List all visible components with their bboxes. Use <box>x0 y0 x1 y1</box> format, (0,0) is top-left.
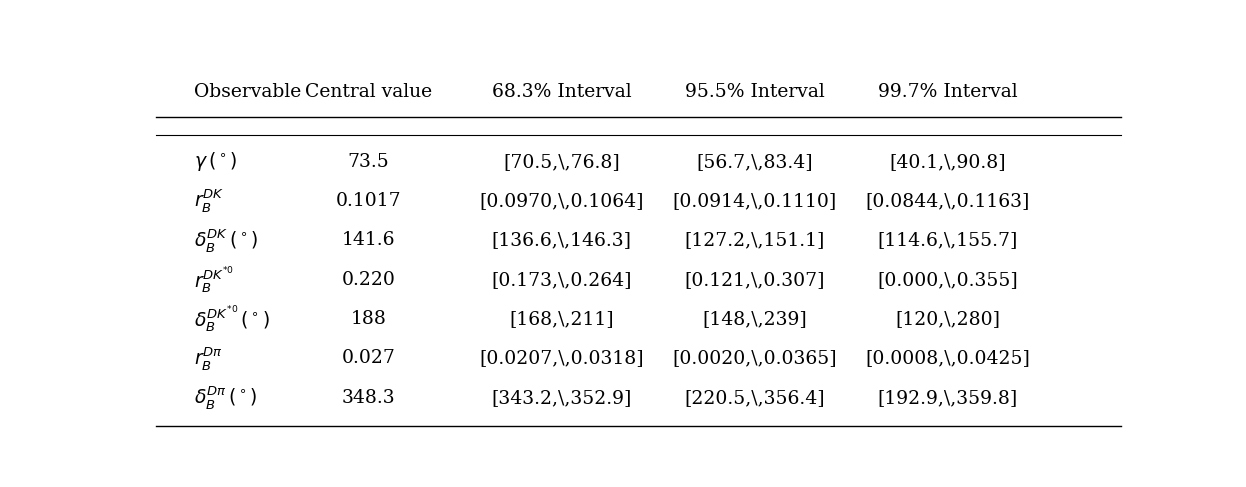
Text: $\delta_B^{D\pi}\,(^\circ)$: $\delta_B^{D\pi}\,(^\circ)$ <box>194 384 258 412</box>
Text: [168,\,211]: [168,\,211] <box>510 310 613 328</box>
Text: [148,\,239]: [148,\,239] <box>701 310 807 328</box>
Text: 99.7% Interval: 99.7% Interval <box>877 83 1018 101</box>
Text: [70.5,\,76.8]: [70.5,\,76.8] <box>503 152 619 170</box>
Text: [0.0008,\,0.0425]: [0.0008,\,0.0425] <box>865 350 1030 367</box>
Text: [0.000,\,0.355]: [0.000,\,0.355] <box>877 271 1018 289</box>
Text: [0.173,\,0.264]: [0.173,\,0.264] <box>491 271 632 289</box>
Text: [220.5,\,356.4]: [220.5,\,356.4] <box>684 389 825 407</box>
Text: Central value: Central value <box>304 83 432 101</box>
Text: [127.2,\,151.1]: [127.2,\,151.1] <box>684 231 825 249</box>
Text: 0.027: 0.027 <box>341 350 395 367</box>
Text: 141.6: 141.6 <box>341 231 395 249</box>
Text: $\gamma\,(^\circ)$: $\gamma\,(^\circ)$ <box>194 150 238 173</box>
Text: 188: 188 <box>350 310 386 328</box>
Text: [40.1,\,90.8]: [40.1,\,90.8] <box>890 152 1006 170</box>
Text: 95.5% Interval: 95.5% Interval <box>684 83 825 101</box>
Text: [0.0020,\,0.0365]: [0.0020,\,0.0365] <box>672 350 837 367</box>
Text: Observable: Observable <box>194 83 302 101</box>
Text: [136.6,\,146.3]: [136.6,\,146.3] <box>491 231 632 249</box>
Text: $r_B^{D\pi}$: $r_B^{D\pi}$ <box>194 345 223 372</box>
Text: 68.3% Interval: 68.3% Interval <box>491 83 632 101</box>
Text: [0.121,\,0.307]: [0.121,\,0.307] <box>684 271 825 289</box>
Text: [114.6,\,155.7]: [114.6,\,155.7] <box>877 231 1018 249</box>
Text: 73.5: 73.5 <box>348 152 389 170</box>
Text: [192.9,\,359.8]: [192.9,\,359.8] <box>877 389 1018 407</box>
Text: $r_B^{DK}$: $r_B^{DK}$ <box>194 187 224 214</box>
Text: [0.0970,\,0.1064]: [0.0970,\,0.1064] <box>478 192 644 210</box>
Text: 348.3: 348.3 <box>341 389 395 407</box>
Text: 0.220: 0.220 <box>341 271 395 289</box>
Text: [0.0844,\,0.1163]: [0.0844,\,0.1163] <box>866 192 1029 210</box>
Text: 0.1017: 0.1017 <box>335 192 401 210</box>
Text: [343.2,\,352.9]: [343.2,\,352.9] <box>491 389 632 407</box>
Text: [0.0207,\,0.0318]: [0.0207,\,0.0318] <box>478 350 644 367</box>
Text: $\delta_B^{DK}\,(^\circ)$: $\delta_B^{DK}\,(^\circ)$ <box>194 227 258 254</box>
Text: [120,\,280]: [120,\,280] <box>895 310 1001 328</box>
Text: $r_B^{DK^{*0}}$: $r_B^{DK^{*0}}$ <box>194 265 234 295</box>
Text: [56.7,\,83.4]: [56.7,\,83.4] <box>697 152 812 170</box>
Text: [0.0914,\,0.1110]: [0.0914,\,0.1110] <box>673 192 836 210</box>
Text: $\delta_B^{DK^{*0}}\,(^\circ)$: $\delta_B^{DK^{*0}}\,(^\circ)$ <box>194 304 270 334</box>
